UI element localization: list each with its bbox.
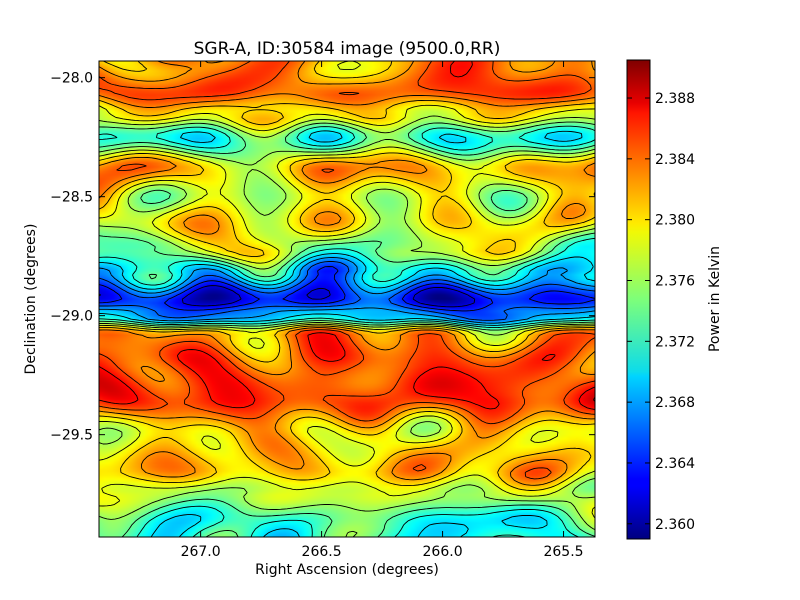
colorbar-ticks: 2.360 2.364 2.368 2.372 2.376 2.380 2.384 2.388 [627, 91, 695, 533]
chart-title: SGR-A, ID:30584 image (9500.0,RR) [194, 39, 501, 59]
colorbar-frame [626, 59, 651, 540]
contour-line [99, 285, 476, 308]
contour-line [99, 121, 595, 537]
contour-line [99, 261, 595, 321]
y-tick-label: −28.5 [50, 190, 93, 206]
plot-area: 267.0 266.5 266.0 265.5 −28.0 −28.5 −29.0 −29.… [50, 60, 596, 560]
colorbar-tick-label: 2.372 [655, 334, 695, 350]
colorbar-gradient [627, 60, 650, 539]
x-axis-ticks: 267.0 266.5 266.0 265.5 [181, 61, 584, 560]
contour-lines [99, 61, 595, 537]
x-axis-label: Right Ascension (degrees) [255, 562, 439, 578]
contour-line [99, 125, 595, 537]
colorbar-tick-label: 2.384 [655, 152, 695, 168]
y-tick-label: −29.5 [50, 428, 93, 444]
colorbar-tick-label: 2.380 [655, 213, 695, 229]
x-tick-label: 265.5 [543, 544, 583, 560]
y-axis-label: Declination (degrees) [23, 224, 39, 375]
x-tick-label: 267.0 [181, 544, 221, 560]
contour-line [99, 61, 595, 480]
y-axis-ticks: −28.0 −28.5 −29.0 −29.5 [50, 71, 595, 444]
colorbar-tick-label: 2.360 [655, 517, 695, 533]
y-tick-label: −29.0 [50, 309, 93, 325]
colorbar-tick-label: 2.376 [655, 273, 695, 289]
colorbar: 2.360 2.364 2.368 2.372 2.376 2.380 2.384 2.388… [626, 59, 723, 540]
colorbar-tick-label: 2.368 [655, 395, 695, 411]
colorbar-tick-label: 2.364 [655, 456, 695, 472]
y-tick-label: −28.0 [50, 71, 93, 87]
contour-line [99, 257, 595, 324]
contour-line [99, 61, 595, 519]
contour-line [99, 130, 595, 537]
contour-line [99, 61, 595, 410]
contour-line [99, 61, 595, 491]
colorbar-tick-label: 2.388 [655, 91, 695, 107]
plot-frame [98, 60, 596, 538]
x-tick-label: 266.5 [302, 544, 342, 560]
x-tick-label: 266.0 [423, 544, 463, 560]
contour-line [99, 266, 595, 312]
colorbar-label: Power in Kelvin [707, 246, 723, 352]
contour-line [99, 115, 595, 537]
